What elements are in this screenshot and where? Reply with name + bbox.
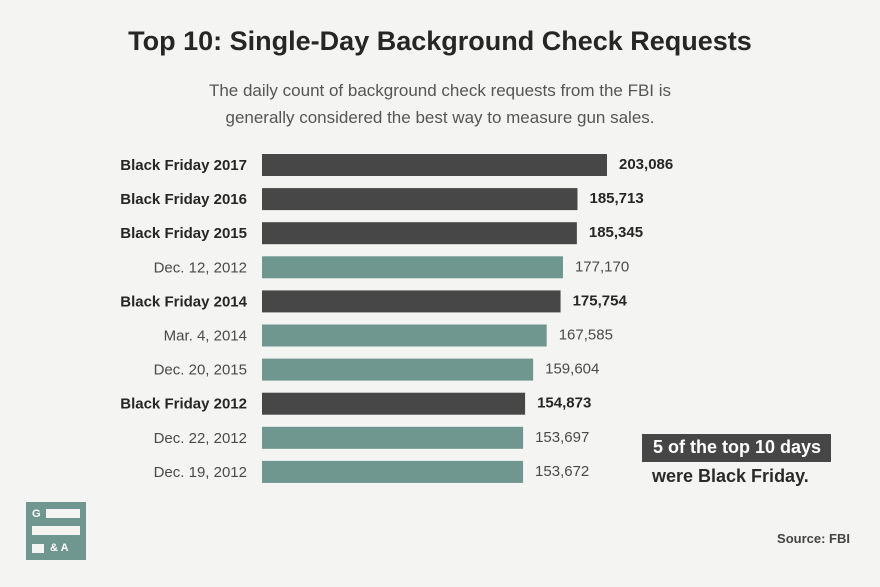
value-label: 167,585	[559, 327, 613, 344]
category-label: Dec. 19, 2012	[154, 464, 247, 481]
bar	[262, 290, 561, 313]
category-label: Black Friday 2015	[120, 225, 247, 242]
subtitle-line-2: generally considered the best way to mea…	[225, 108, 655, 127]
logo-bar-bottom	[32, 544, 44, 553]
bar	[262, 392, 526, 415]
logo-letters-bottom: & A	[50, 542, 69, 554]
bar	[262, 154, 607, 176]
value-label: 185,345	[589, 224, 643, 241]
category-label: Dec. 22, 2012	[154, 430, 247, 447]
source-note: Source: FBI	[777, 531, 850, 546]
subtitle-line-1: The daily count of background check requ…	[208, 81, 672, 100]
logo-bar-top	[46, 509, 80, 518]
callout-line-1: 5 of the top 10 days	[642, 434, 832, 462]
category-label: Dec. 20, 2015	[154, 362, 247, 379]
value-label: 159,604	[545, 361, 599, 378]
value-label: 177,170	[575, 258, 629, 275]
bar	[262, 256, 563, 279]
bar	[262, 460, 524, 483]
bar	[262, 358, 534, 381]
category-label: Mar. 4, 2014	[164, 328, 247, 345]
value-label: 203,086	[619, 156, 673, 173]
chart-subtitle: The daily count of background check requ…	[0, 77, 880, 131]
bar	[262, 324, 547, 347]
bar	[262, 426, 524, 449]
value-label: 175,754	[573, 292, 628, 309]
logo: G & A	[26, 502, 86, 560]
logo-letter-top: G	[32, 508, 41, 520]
value-label: 153,672	[535, 463, 589, 480]
logo-bar-middle	[32, 526, 80, 535]
category-label: Black Friday 2017	[120, 157, 247, 174]
category-label: Black Friday 2012	[120, 396, 247, 413]
category-label: Dec. 12, 2012	[154, 259, 247, 276]
category-label: Black Friday 2014	[120, 293, 247, 310]
category-label: Black Friday 2016	[120, 191, 247, 208]
bar	[262, 222, 577, 245]
callout: 5 of the top 10 days were Black Friday.	[642, 434, 832, 487]
value-label: 154,873	[537, 395, 591, 412]
value-label: 153,697	[535, 429, 589, 446]
value-label: 185,713	[589, 190, 643, 207]
chart-title: Top 10: Single-Day Background Check Requ…	[128, 26, 752, 56]
callout-line-2: were Black Friday.	[652, 466, 809, 486]
bar	[262, 188, 578, 211]
